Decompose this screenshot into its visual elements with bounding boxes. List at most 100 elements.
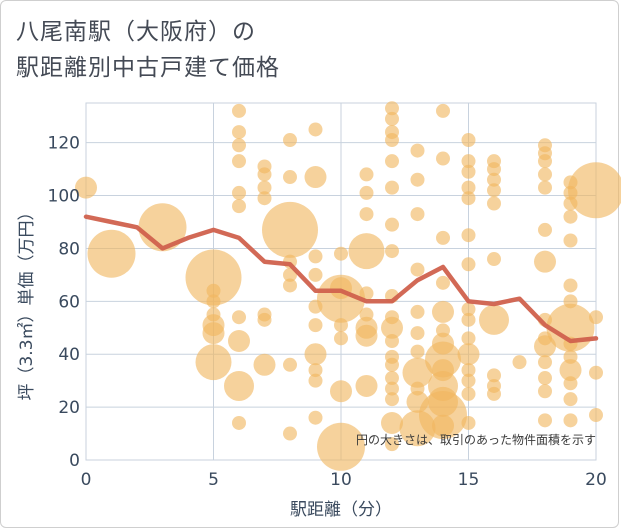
data-bubble: [487, 196, 501, 211]
data-bubble: [359, 286, 374, 301]
average-price-line: [83, 214, 599, 344]
data-bubble: [348, 233, 385, 270]
data-bubble: [308, 318, 323, 333]
data-bubble: [317, 274, 365, 323]
data-bubble: [385, 133, 399, 148]
data-bubble: [402, 357, 433, 388]
data-bubble: [487, 368, 501, 383]
data-bubble: [432, 300, 454, 323]
data-bubble: [563, 413, 578, 428]
data-bubble: [257, 167, 272, 182]
data-bubble: [304, 343, 327, 366]
data-bubble: [385, 381, 399, 396]
data-bubble: [563, 376, 578, 391]
data-bubble: [461, 164, 476, 179]
data-bubble: [538, 180, 552, 195]
data-bubble: [334, 318, 348, 333]
data-bubble: [563, 392, 578, 407]
data-bubble: [283, 357, 297, 372]
data-bubble: [232, 310, 246, 325]
data-bubble: [355, 324, 378, 347]
data-bubble: [461, 363, 476, 378]
data-bubble: [410, 304, 425, 319]
data-bubble: [334, 246, 348, 261]
data-bubble: [461, 415, 476, 430]
data-bubble: [436, 230, 450, 245]
data-bubble: [308, 363, 323, 378]
data-bubble: [206, 283, 221, 298]
data-bubble: [232, 138, 246, 153]
data-bubble: [385, 357, 399, 372]
data-bubble: [381, 316, 403, 339]
data-bubble: [359, 185, 374, 200]
data-bubble: [457, 343, 480, 366]
data-bubble: [253, 353, 276, 376]
data-bubble: [385, 371, 399, 386]
data-bubble: [461, 154, 476, 169]
data-bubble: [589, 408, 603, 423]
data-bubble: [355, 374, 378, 397]
data-bubble: [228, 330, 250, 352]
data-bubble: [487, 252, 501, 267]
y-tick-label: 20: [58, 398, 80, 418]
data-bubble: [410, 344, 425, 359]
data-bubble: [410, 143, 425, 158]
data-bubble: [410, 262, 425, 277]
data-bubble: [487, 183, 501, 198]
data-bubble: [257, 180, 272, 195]
data-bubble: [308, 249, 323, 264]
data-bubble: [359, 207, 374, 222]
data-bubble: [461, 180, 476, 195]
data-bubble: [381, 411, 403, 434]
chart-title: 八尾南駅（大阪府）の 駅距離別中古戸建て価格: [16, 14, 280, 86]
data-bubble: [461, 302, 476, 317]
data-bubble: [410, 172, 425, 187]
data-bubble: [283, 170, 297, 185]
data-bubble: [538, 222, 552, 237]
data-bubble: [538, 413, 552, 428]
data-bubble: [487, 172, 501, 187]
data-bubble: [317, 422, 365, 471]
data-bubble: [385, 180, 399, 195]
data-bubble: [385, 217, 399, 232]
data-bubble: [559, 359, 582, 382]
y-axis-label: 坪（3.3㎡）単価（万円）: [17, 203, 37, 400]
y-tick-labels: 0 20 40 60 80 100 120: [48, 134, 80, 471]
data-bubble: [589, 365, 603, 380]
data-bubble: [385, 392, 399, 407]
data-bubble: [538, 384, 552, 399]
average-line-layer: [83, 214, 599, 344]
data-bubble: [385, 334, 399, 348]
data-bubble: [461, 133, 476, 148]
data-bubble: [538, 167, 552, 182]
data-bubble: [568, 162, 621, 219]
data-bubble: [232, 185, 246, 200]
data-bubble: [461, 228, 476, 243]
data-bubble: [308, 267, 323, 282]
data-bubble: [283, 133, 297, 148]
data-bubble: [487, 386, 501, 401]
y-tick-label: 0: [69, 451, 80, 471]
x-tick-label: 0: [81, 470, 92, 490]
x-axis-label: 駅距離（分）: [290, 500, 392, 520]
data-bubble: [75, 176, 97, 199]
y-tick-label: 120: [48, 134, 80, 154]
data-bubble: [410, 207, 425, 222]
data-bubble: [224, 370, 254, 401]
data-bubble: [262, 201, 318, 258]
data-bubble: [283, 267, 297, 282]
y-tick-label: 60: [58, 292, 80, 312]
title-line-1: 八尾南駅（大阪府）の: [16, 19, 256, 45]
data-bubble: [87, 229, 136, 278]
data-bubble: [185, 249, 242, 306]
data-bubble: [232, 199, 246, 214]
data-bubble: [563, 233, 578, 248]
data-bubble: [195, 344, 232, 381]
data-bubble: [512, 355, 527, 370]
data-bubble: [487, 162, 501, 177]
data-bubble: [385, 101, 399, 116]
title-line-2: 駅距離別中古戸建て価格: [16, 55, 280, 81]
data-bubble: [359, 167, 374, 182]
x-tick-labels: 0 5 10 15 20: [81, 470, 607, 490]
data-bubble: [461, 331, 476, 346]
